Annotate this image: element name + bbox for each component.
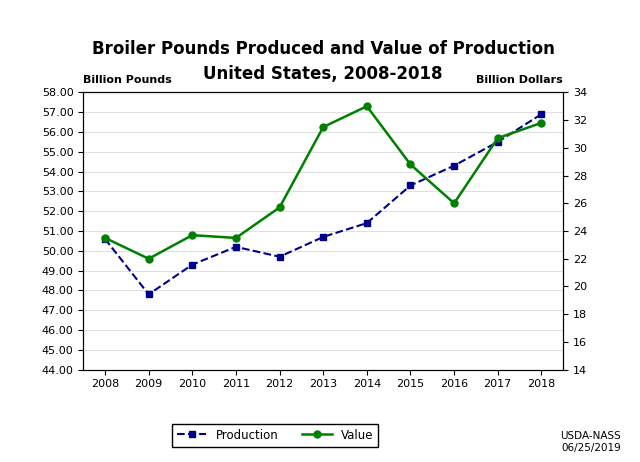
Production (101, 236, 109, 242)
Value (101, 235, 109, 241)
Line: Production: Production (102, 111, 545, 298)
Value (406, 162, 414, 167)
Value (232, 235, 240, 241)
Value (319, 124, 327, 130)
Production (232, 244, 240, 249)
Production (319, 234, 327, 240)
Production (538, 111, 545, 117)
Text: USDA-NASS
06/25/2019: USDA-NASS 06/25/2019 (560, 431, 621, 453)
Production (451, 163, 458, 169)
Value (494, 135, 502, 141)
Production (406, 182, 414, 188)
Production (188, 262, 196, 267)
Value (276, 205, 284, 210)
Value (188, 232, 196, 238)
Value (451, 201, 458, 206)
Line: Value: Value (102, 103, 545, 262)
Legend: Production, Value: Production, Value (172, 425, 378, 447)
Title: Broiler Pounds Produced and Value of Production
United States, 2008-2018: Broiler Pounds Produced and Value of Pro… (92, 40, 555, 83)
Production (363, 220, 371, 226)
Text: Billion Pounds: Billion Pounds (83, 75, 172, 85)
Value (145, 256, 152, 261)
Production (276, 254, 284, 260)
Production (145, 292, 152, 297)
Value (363, 103, 371, 109)
Value (538, 120, 545, 126)
Production (494, 139, 502, 145)
Text: Billion Dollars: Billion Dollars (476, 75, 563, 85)
